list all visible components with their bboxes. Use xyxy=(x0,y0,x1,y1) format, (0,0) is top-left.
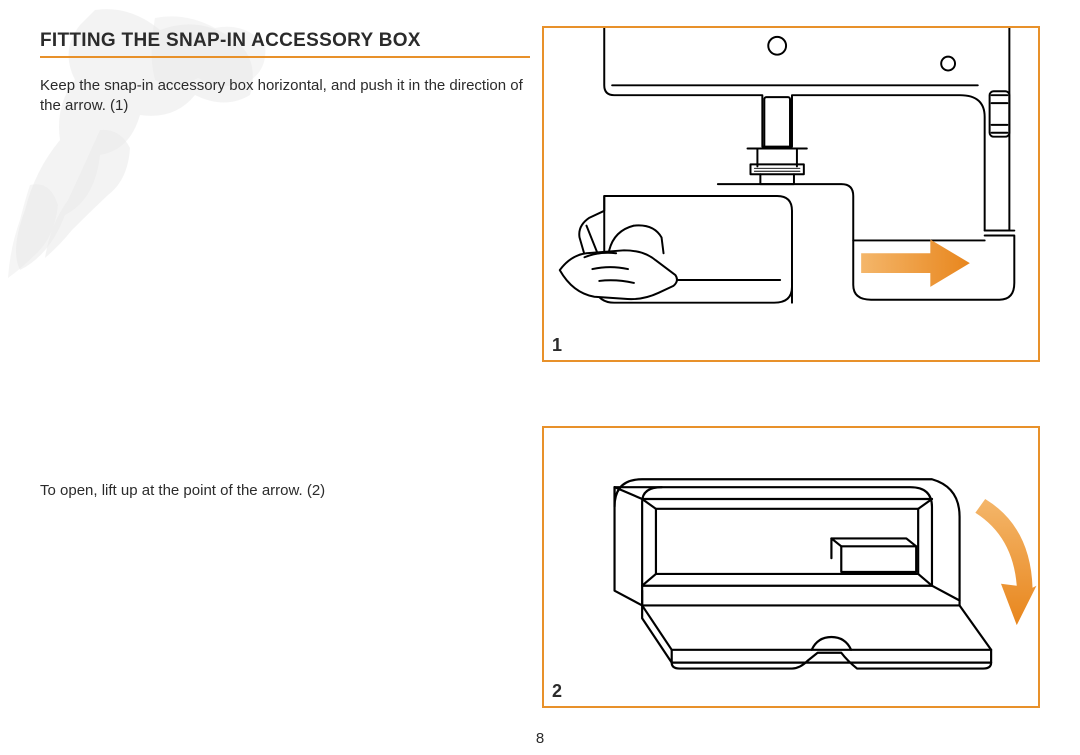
page-number: 8 xyxy=(536,730,544,747)
figure-2: 2 xyxy=(542,426,1040,708)
instruction-step-2: To open, lift up at the point of the arr… xyxy=(40,481,530,501)
instruction-step-1: Keep the snap-in accessory box horizonta… xyxy=(40,76,530,115)
figure-1: 1 xyxy=(542,26,1040,362)
open-arrow-icon xyxy=(975,499,1036,625)
figure-2-label: 2 xyxy=(552,681,562,702)
page-heading: FITTING THE SNAP-IN ACCESSORY BOX xyxy=(40,30,530,58)
manual-page: FITTING THE SNAP-IN ACCESSORY BOX Keep t… xyxy=(0,0,1080,755)
push-arrow-icon xyxy=(861,239,970,286)
sewing-machine-illustration xyxy=(544,28,1038,360)
accessory-box-illustration xyxy=(544,428,1038,706)
content-layout: Keep the snap-in accessory box horizonta… xyxy=(40,76,1040,736)
figure-1-label: 1 xyxy=(552,335,562,356)
